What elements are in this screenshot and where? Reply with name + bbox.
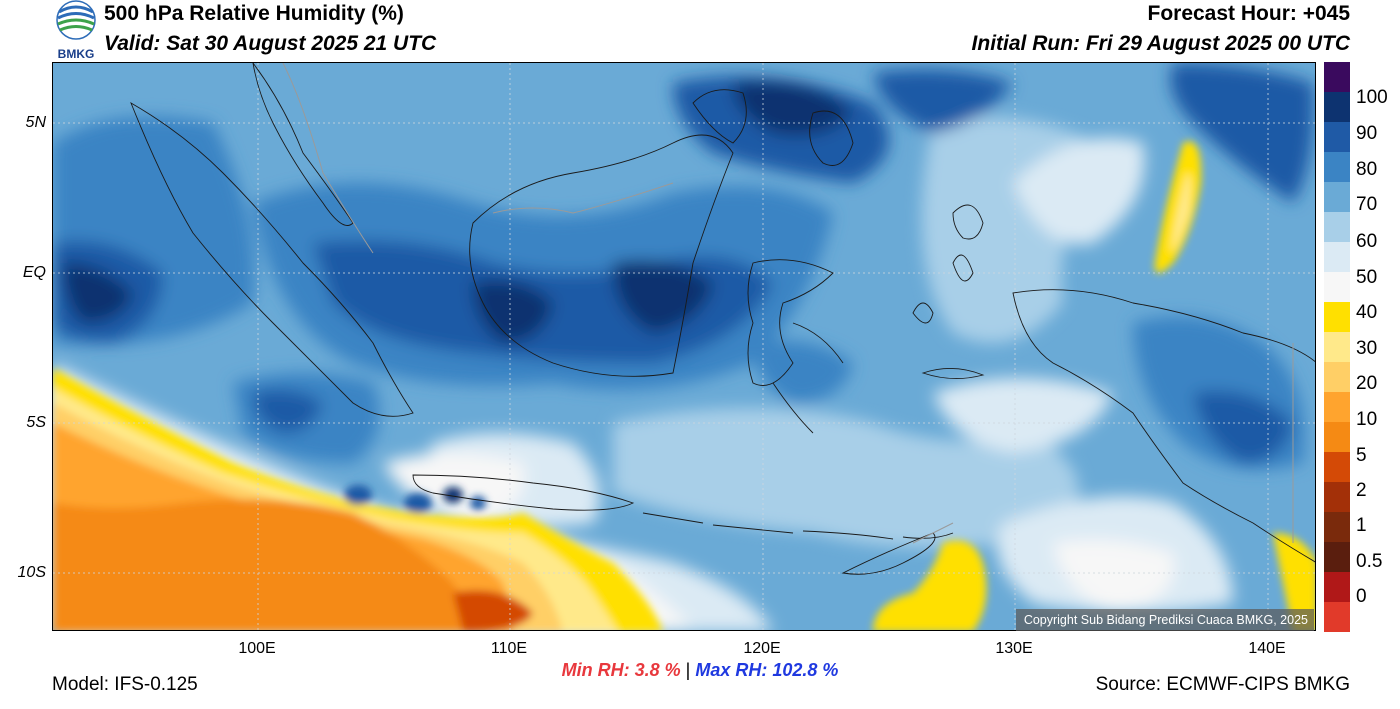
lon-label-130e: 130E [995,640,1033,657]
bmkg-logo: BMKG [52,0,100,61]
colorbar-label-0: 0 [1356,586,1367,607]
colorbar-label-100: 100 [1356,87,1388,108]
valid-time: Valid: Sat 30 August 2025 21 UTC [104,32,437,55]
source-label: Source: ECMWF-CIPS BMKG [1095,674,1350,695]
colorbar-swatch-10 [1324,362,1350,392]
lon-label-110e: 110E [490,640,528,657]
colorbar-swatch-18 [1324,602,1350,632]
country-borders [282,63,1294,544]
stats-separator: | [685,660,691,680]
colorbar-label-5: 5 [1356,445,1367,466]
colorbar-swatch-8 [1324,302,1350,332]
colorbar-swatch-0 [1324,62,1350,92]
lon-label-140e: 140E [1248,640,1286,657]
colorbar-label-20: 20 [1356,373,1378,394]
model-label: Model: IFS-0.125 [52,674,198,695]
colorbar-swatch-2 [1324,122,1350,152]
colorbar-label-40: 40 [1356,302,1378,323]
logo-text: BMKG [58,47,95,60]
colorbar-swatch-15 [1324,512,1350,542]
min-rh: Min RH: 3.8 % [561,660,681,680]
colorbar-label-30: 30 [1356,338,1378,359]
lat-label-5s: 5S [26,414,46,431]
colorbar-label-1: 1 [1356,515,1367,536]
colorbar-swatch-16 [1324,542,1350,572]
colorbar-label-70: 70 [1356,194,1378,215]
colorbar-label-50: 50 [1356,267,1378,288]
lon-label-100e: 100E [238,640,276,657]
colorbar-swatch-17 [1324,572,1350,602]
humidity-map [52,62,1316,631]
bmkg-logo-icon: BMKG [56,0,96,61]
colorbar-label-10: 10 [1356,409,1378,430]
initial-run: Initial Run: Fri 29 August 2025 00 UTC [971,32,1350,55]
copyright-notice: Copyright Sub Bidang Prediksi Cuaca BMKG… [1015,609,1314,631]
lon-label-120e: 120E [743,640,781,657]
colorbar-swatch-14 [1324,482,1350,512]
colorbar-swatch-9 [1324,332,1350,362]
map-title: 500 hPa Relative Humidity (%) [104,2,404,25]
colorbar-swatch-13 [1324,452,1350,482]
lat-label-5n: 5N [25,114,46,131]
rh-stats: Min RH: 3.8 % | Max RH: 102.8 % [0,660,1400,681]
colorbar-swatch-3 [1324,152,1350,182]
colorbar-swatch-7 [1324,272,1350,302]
colorbar-label-2: 2 [1356,480,1367,501]
coastlines [130,63,1315,575]
colorbar-label-0-5: 0.5 [1356,551,1383,572]
colorbar-swatch-1 [1324,92,1350,122]
forecast-hour: Forecast Hour: +045 [1147,2,1351,25]
colorbar-swatch-12 [1324,422,1350,452]
grid-lines [53,63,1315,630]
colorbar-swatch-5 [1324,212,1350,242]
colorbar [1324,62,1350,632]
colorbar-swatch-11 [1324,392,1350,422]
lat-label-10s: 10S [17,564,46,581]
colorbar-swatch-4 [1324,182,1350,212]
colorbar-swatch-6 [1324,242,1350,272]
humidity-field [53,63,1315,630]
max-rh: Max RH: 102.8 % [695,660,839,680]
colorbar-label-90: 90 [1356,123,1378,144]
colorbar-label-60: 60 [1356,231,1378,252]
lat-label-eq: EQ [22,264,46,281]
colorbar-label-80: 80 [1356,159,1378,180]
